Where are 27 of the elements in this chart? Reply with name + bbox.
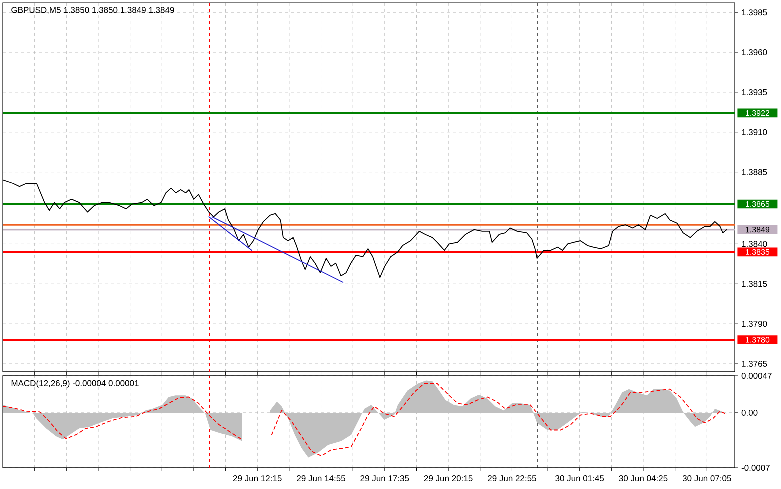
- x-tick-label: 29 Jun 14:55: [297, 476, 346, 482]
- y-tick-label: 1.3840: [742, 241, 768, 248]
- ref-line-label: 1.3780: [746, 337, 770, 343]
- y-tick-label: 1.3935: [742, 89, 768, 96]
- x-tick-label: 29 Jun 12:15: [233, 476, 282, 482]
- y-tick-label: 1.3910: [742, 129, 768, 136]
- x-tick-label: 30 Jun 01:45: [556, 476, 604, 482]
- y-tick-label: 1.3885: [742, 169, 768, 176]
- ref-line-label: 1.3835: [746, 249, 770, 256]
- chart-title: GBPUSD,M5 1.3850 1.3850 1.3849 1.3849: [12, 7, 174, 14]
- x-tick-label: 29 Jun 17:35: [360, 476, 410, 482]
- ref-line-label: 1.3922: [746, 110, 770, 116]
- y-tick-label: 1.3815: [742, 281, 768, 288]
- x-tick-label: 30 Jun 04:25: [619, 476, 668, 482]
- y-tick-label: 0.00047: [742, 372, 772, 379]
- chart-title: MACD(12,26,9) -0.00004 0.00001: [12, 380, 139, 388]
- ref-line-label: 1.3865: [746, 201, 770, 208]
- y-tick-label: 0.00: [742, 410, 758, 416]
- y-tick-label: 1.3985: [742, 10, 768, 16]
- x-tick-label: 29 Jun 20:15: [424, 476, 473, 482]
- y-tick-label: 1.3765: [742, 360, 768, 368]
- y-tick-label: -0.0007: [742, 464, 770, 471]
- y-tick-label: 1.3790: [742, 321, 768, 328]
- y-tick-label: 1.3960: [742, 50, 768, 56]
- x-tick-label: 30 Jun 07:05: [682, 476, 732, 482]
- ref-line-label: 1.3849: [746, 226, 770, 233]
- x-tick-label: 29 Jun 22:55: [488, 476, 536, 482]
